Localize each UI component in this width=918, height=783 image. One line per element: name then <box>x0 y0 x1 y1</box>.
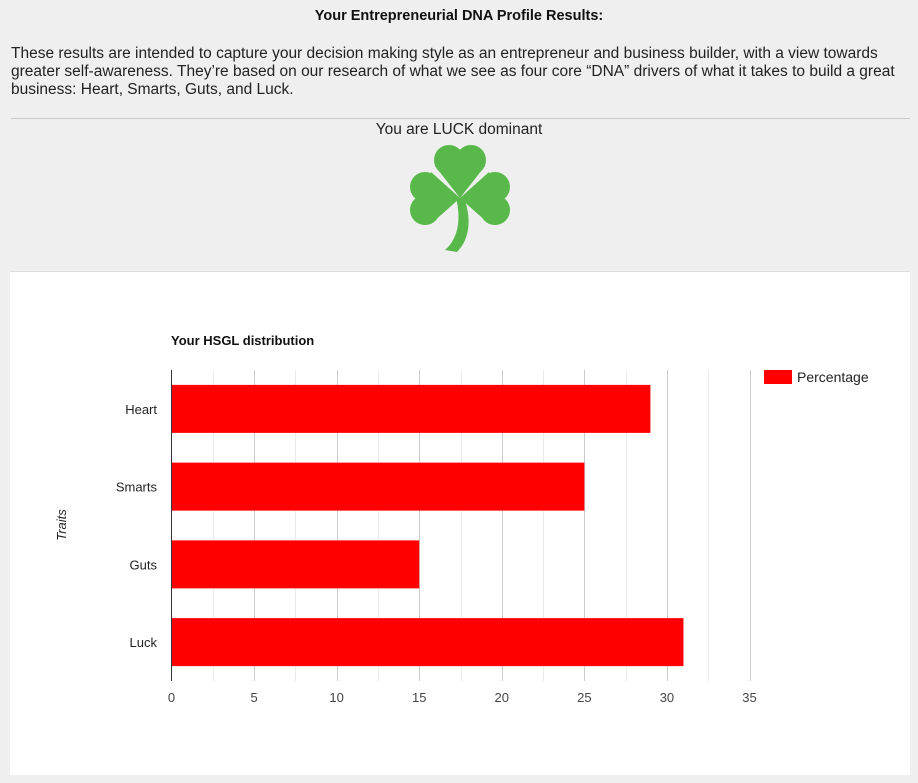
bar-luck[interactable] <box>171 618 684 667</box>
x-tick-label: 25 <box>577 690 591 705</box>
x-tick-label: 10 <box>329 690 343 705</box>
category-label-smarts: Smarts <box>116 480 158 495</box>
legend-swatch <box>764 370 792 384</box>
hsgl-bar-chart: Your HSGL distribution Heart Smarts Guts Lu… <box>54 333 869 705</box>
page-title: Your Entrepreneurial DNA Profile Results… <box>314 8 604 24</box>
shamrock-icon <box>410 145 510 252</box>
intro-text: These results are intended to capture yo… <box>11 45 895 98</box>
x-tick-label: 20 <box>495 690 509 705</box>
x-tick-label: 0 <box>168 690 175 705</box>
category-label-luck: Luck <box>130 635 158 650</box>
category-label-guts: Guts <box>130 557 158 572</box>
chart-title: Your HSGL distribution <box>171 333 314 348</box>
legend-label: Percentage <box>797 369 869 385</box>
x-tick-label: 15 <box>412 690 426 705</box>
bar-heart[interactable] <box>171 384 651 433</box>
x-tick-label: 35 <box>742 690 756 705</box>
x-tick-label: 30 <box>660 690 674 705</box>
category-label-heart: Heart <box>125 402 157 417</box>
y-axis-title: Traits <box>54 509 69 541</box>
bar-smarts[interactable] <box>171 462 585 511</box>
chart-card: Your HSGL distribution Heart Smarts Guts Lu… <box>10 271 910 775</box>
bar-guts[interactable] <box>171 540 420 589</box>
divider <box>11 118 910 119</box>
x-tick-label: 5 <box>250 690 257 705</box>
dominant-trait-text: You are LUCK dominant <box>375 121 543 138</box>
